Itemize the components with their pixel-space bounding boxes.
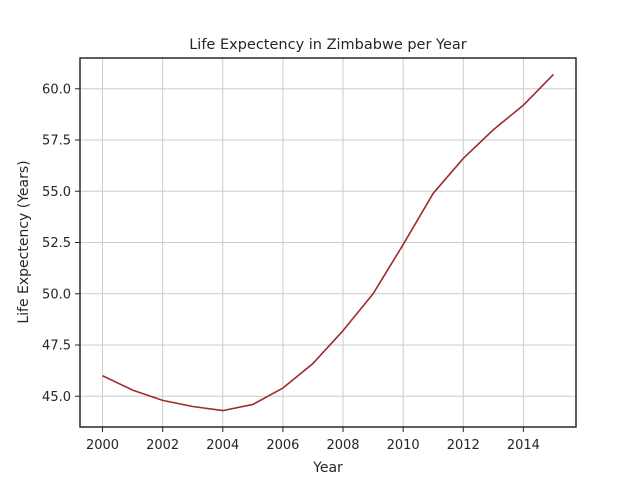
x-tick-label-1: 2002 (146, 438, 179, 453)
y-tick-label-2: 50.0 (42, 287, 71, 302)
x-tick-label-3: 2006 (266, 438, 299, 453)
x-tick-label-2: 2004 (206, 438, 239, 453)
y-tick-label-3: 52.5 (42, 236, 71, 251)
x-axis-label: Year (312, 460, 343, 476)
x-tick-label-5: 2010 (387, 438, 420, 453)
grid-layer (80, 58, 576, 427)
y-tick-label-1: 47.5 (42, 339, 71, 354)
series-line-0 (102, 73, 555, 412)
tick-layer: 2000 2002 2004 2006 2008 2010 2012 2014 45.0 47.5… (42, 82, 540, 453)
line-layer (102, 73, 555, 412)
chart-title: Life Expectency in Zimbabwe per Year (189, 37, 467, 53)
y-axis-label: Life Expectency (Years) (16, 160, 32, 323)
x-tick-label-6: 2012 (447, 438, 480, 453)
x-tick-label-0: 2000 (86, 438, 119, 453)
y-tick-label-0: 45.0 (42, 390, 71, 405)
x-tick-label-4: 2008 (326, 438, 359, 453)
y-tick-label-5: 57.5 (42, 134, 71, 149)
y-tick-label-6: 60.0 (42, 82, 71, 97)
x-tick-label-7: 2014 (507, 438, 540, 453)
y-tick-label-4: 55.0 (42, 185, 71, 200)
